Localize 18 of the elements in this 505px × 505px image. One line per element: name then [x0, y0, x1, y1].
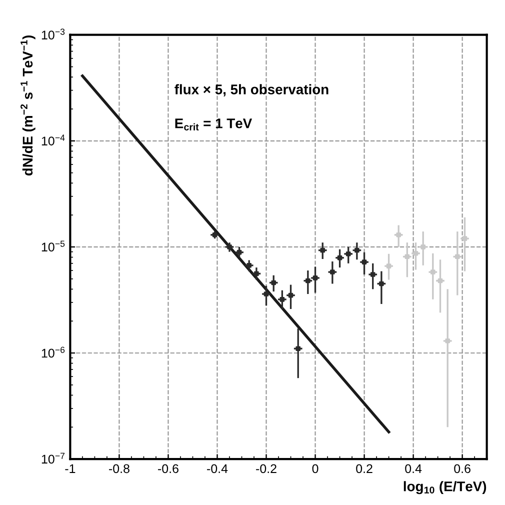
y-tick-label: 10$^{−4}$	[42, 134, 65, 146]
y-axis-title: dN/dE (m$^{−2}$ s$^{−1}$ TeV$^{−1}$)	[20, 36, 36, 176]
x-tick-label: -0.2	[256, 464, 276, 474]
x-tick-label: 0.4	[405, 464, 422, 474]
annotation: flux × 5, 5h observation	[174, 84, 328, 96]
x-tick-label: 0.6	[454, 464, 470, 474]
x-tick-label: -1	[65, 464, 76, 473]
x-tick-label: -0.4	[207, 464, 228, 474]
y-tick-label: 10$^{−3}$	[42, 28, 65, 40]
x-tick-label: 0.2	[356, 464, 372, 474]
x-tick-label: -0.8	[108, 464, 130, 474]
y-tick-label: 10$^{−6}$	[42, 346, 65, 358]
y-tick-label: 10$^{−7}$	[42, 452, 65, 464]
x-tick-label: 0	[312, 464, 318, 474]
y-tick-label: 10$^{−5}$	[42, 240, 65, 252]
x-tick-label: -0.6	[158, 464, 178, 474]
x-axis-title: log$_{10}$ (E/TeV)	[404, 481, 486, 494]
annotation: E$_{crit}$ = 1 TeV	[175, 118, 252, 130]
